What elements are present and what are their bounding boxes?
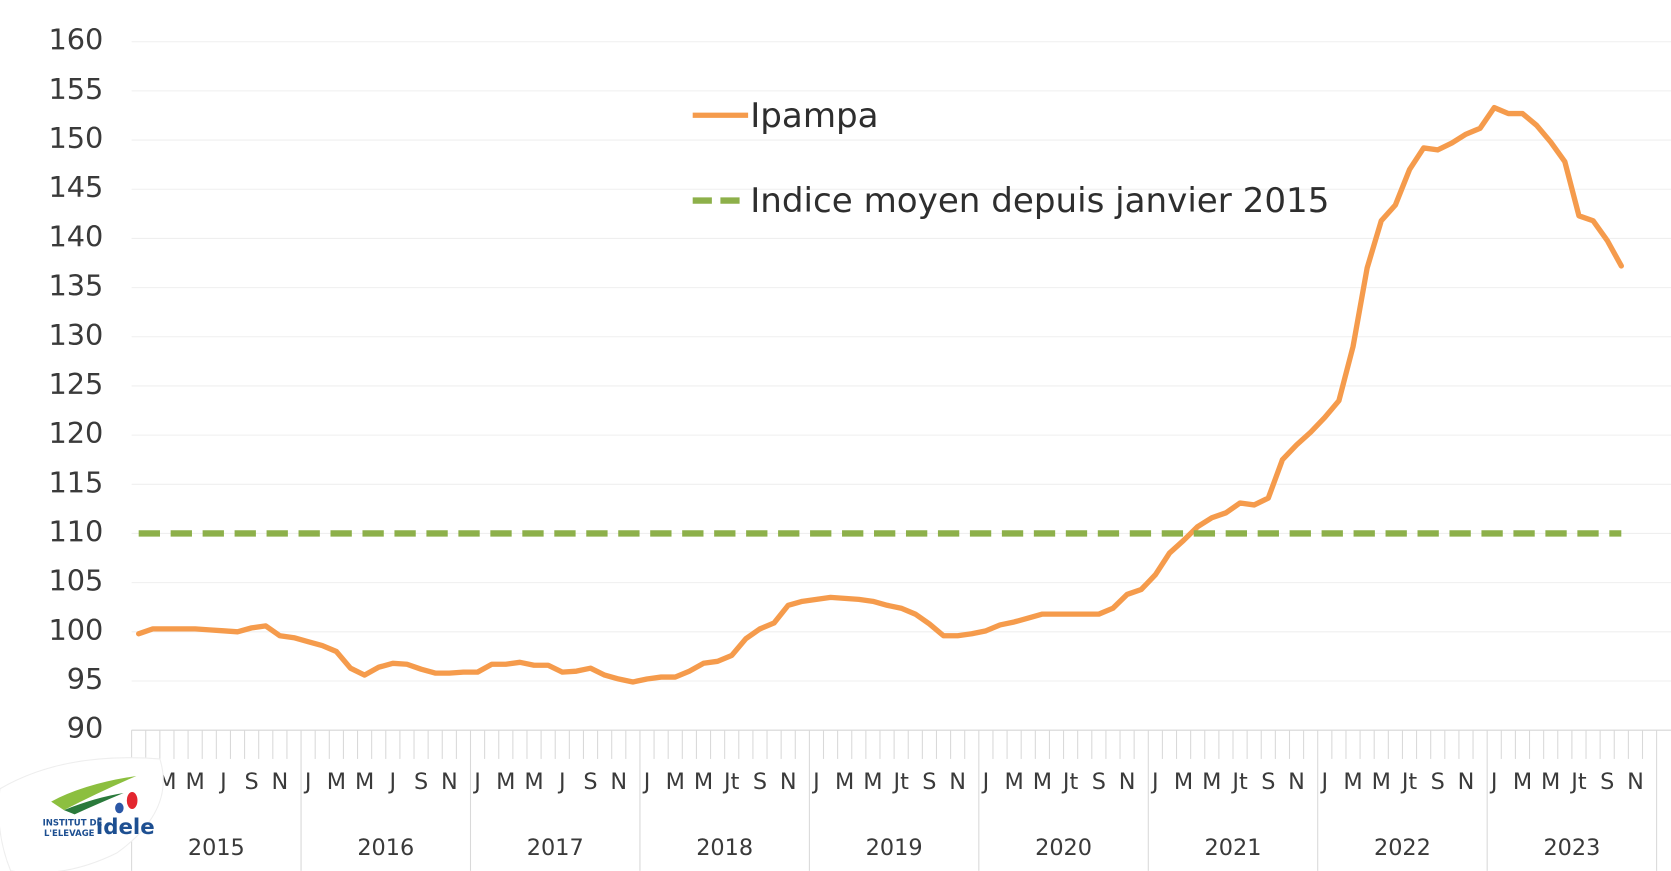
x-tick-label: S xyxy=(414,769,428,795)
y-tick-label: 140 xyxy=(48,219,103,253)
x-tick-label: M xyxy=(355,769,374,795)
x-tick-label: Jt xyxy=(1230,769,1248,795)
logo: INSTITUT DE L'ELEVAGE idele xyxy=(0,757,164,871)
x-tick-label: J xyxy=(811,769,820,795)
x-tick-label: M xyxy=(666,769,685,795)
x-tick-label: N xyxy=(780,769,797,795)
x-tick-label: M xyxy=(327,769,346,795)
x-tick-label: J xyxy=(218,769,227,795)
year-label: 2023 xyxy=(1543,835,1600,861)
x-tick-label: J xyxy=(1489,769,1498,795)
x-tick-label: J xyxy=(388,769,397,795)
x-tick-label: S xyxy=(245,769,259,795)
x-tick-label: J xyxy=(642,769,651,795)
x-tick-label: J xyxy=(557,769,566,795)
legend-label: Indice moyen depuis janvier 2015 xyxy=(750,181,1329,221)
x-tick-label: M xyxy=(186,769,205,795)
y-tick-label: 135 xyxy=(48,269,103,303)
x-tick-label: M xyxy=(1513,769,1532,795)
y-tick-label: 150 xyxy=(48,121,103,155)
x-tick-label: N xyxy=(272,769,289,795)
logo-background xyxy=(0,757,164,871)
x-tick-label: N xyxy=(610,769,627,795)
legend: Ipampa Indice moyen depuis janvier 2015 xyxy=(692,96,1329,221)
x-tick-label: J xyxy=(472,769,481,795)
logo-swoosh xyxy=(51,775,137,811)
x-axis: M M J S N J M M J S N J M M J S N J M M Jt S N J M M Jt S N J M M Jt S N J M… xyxy=(131,729,1671,871)
x-tick-label: Jt xyxy=(1400,769,1418,795)
legend-label: Ipampa xyxy=(750,96,878,136)
x-tick-label: Jt xyxy=(722,769,740,795)
x-tick-label: N xyxy=(1458,769,1475,795)
x-tick-label: J xyxy=(981,769,990,795)
x-tick-label: M xyxy=(1343,769,1362,795)
x-tick-label: S xyxy=(1261,769,1275,795)
series-line xyxy=(136,104,1624,685)
x-tick-label: N xyxy=(1288,769,1305,795)
year-label: 2021 xyxy=(1205,835,1262,861)
x-tick-label: M xyxy=(863,769,882,795)
logo-drop xyxy=(115,802,124,814)
logo-text: L'ELEVAGE xyxy=(44,829,95,839)
x-tick-label: M xyxy=(1541,769,1560,795)
y-tick-label: 145 xyxy=(48,170,103,204)
x-tick-label: M xyxy=(835,769,854,795)
year-label: 2020 xyxy=(1035,835,1092,861)
y-tick-label: 115 xyxy=(48,465,103,499)
x-tick-label: S xyxy=(1600,769,1614,795)
x-tick-label: J xyxy=(303,769,312,795)
year-label: 2016 xyxy=(357,835,414,861)
year-label: 2017 xyxy=(527,835,584,861)
grid: 90 95 100 105 110 115 120 125 130 135 140 145 150 155… xyxy=(48,23,1671,745)
x-tick-label: N xyxy=(1627,769,1644,795)
y-tick-label: 90 xyxy=(67,711,104,745)
year-label: 2019 xyxy=(866,835,923,861)
x-tick-label: M xyxy=(1202,769,1221,795)
x-tick-label: M xyxy=(524,769,543,795)
logo-text: INSTITUT DE xyxy=(43,818,103,828)
y-tick-label: 95 xyxy=(67,662,104,696)
logo-drop xyxy=(126,791,138,810)
x-tick-label: S xyxy=(1431,769,1445,795)
plot-area xyxy=(136,104,1624,685)
year-label: 2015 xyxy=(188,835,245,861)
x-tick-label: J xyxy=(1319,769,1328,795)
y-tick-label: 100 xyxy=(48,613,103,647)
x-tick-label: S xyxy=(583,769,597,795)
x-tick-label: M xyxy=(1174,769,1193,795)
year-label: 2018 xyxy=(696,835,753,861)
x-tick-label: S xyxy=(922,769,936,795)
x-tick-label: N xyxy=(949,769,966,795)
logo-brand: idele xyxy=(96,815,155,840)
x-tick-label: J xyxy=(1150,769,1159,795)
y-tick-label: 105 xyxy=(48,564,103,598)
logo-swoosh xyxy=(63,793,124,815)
year-label: 2022 xyxy=(1374,835,1431,861)
x-tick-label: S xyxy=(1092,769,1106,795)
x-tick-label: N xyxy=(441,769,458,795)
y-tick-label: 120 xyxy=(48,416,103,450)
x-tick-label: Jt xyxy=(1061,769,1079,795)
x-tick-label: Jt xyxy=(1569,769,1587,795)
x-tick-label: N xyxy=(1119,769,1136,795)
y-tick-label: 110 xyxy=(48,514,103,548)
y-tick-label: 155 xyxy=(48,72,103,106)
x-tick-label: S xyxy=(753,769,767,795)
x-tick-label: M xyxy=(1372,769,1391,795)
x-tick-label: M xyxy=(1033,769,1052,795)
x-tick-label: M xyxy=(694,769,713,795)
x-tick-label: M xyxy=(1004,769,1023,795)
y-tick-label: 125 xyxy=(48,367,103,401)
y-tick-label: 160 xyxy=(48,23,103,57)
x-tick-label: M xyxy=(496,769,515,795)
x-tick-label: Jt xyxy=(891,769,909,795)
y-tick-label: 130 xyxy=(48,318,103,352)
